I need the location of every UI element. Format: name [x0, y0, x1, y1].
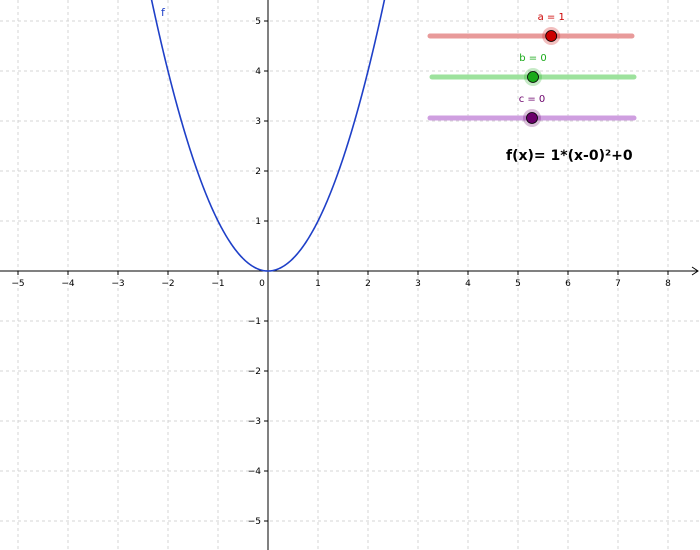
sliders[interactable]: a = 1 b = 0 c = 0 — [427, 12, 637, 127]
slider-label: c = 0 — [519, 94, 546, 105]
slider-knob[interactable] — [527, 71, 539, 83]
slider-c[interactable]: c = 0 — [427, 94, 637, 127]
slider-label: b = 0 — [519, 53, 546, 64]
y-tick-label: 2 — [255, 167, 261, 177]
x-tick-label: 5 — [515, 279, 521, 289]
function-label[interactable]: f — [161, 6, 166, 19]
slider-label: a = 1 — [538, 12, 565, 23]
x-tick-label: −4 — [61, 279, 75, 289]
x-tick-label: 4 — [465, 279, 471, 289]
slider-knob[interactable] — [526, 112, 538, 124]
y-tick-label: −2 — [248, 367, 261, 377]
slider-knob[interactable] — [545, 30, 558, 42]
y-tick-label: −4 — [248, 467, 262, 477]
x-axis-arrow-icon — [691, 266, 699, 276]
y-tick-label: −5 — [248, 517, 261, 527]
y-tick-label: −1 — [248, 317, 261, 327]
function-curve-f[interactable] — [142, 0, 394, 272]
y-tick-label: 4 — [255, 67, 261, 77]
formula-text[interactable]: f(x)= 1*(x-0)²+0 — [506, 148, 633, 164]
x-tick-label: −1 — [211, 279, 224, 289]
x-tick-label: 2 — [365, 279, 371, 289]
y-tick-label: 1 — [255, 217, 261, 227]
x-tick-label: −2 — [161, 279, 174, 289]
x-tick-label: 3 — [415, 279, 421, 289]
y-tick-label: 3 — [255, 117, 261, 127]
slider-a[interactable]: a = 1 — [427, 12, 635, 45]
x-tick-label: −5 — [11, 279, 24, 289]
x-tick-label: 0 — [259, 279, 265, 289]
x-tick-label: 7 — [615, 279, 621, 289]
y-tick-label: −3 — [248, 417, 261, 427]
x-tick-label: 8 — [665, 279, 671, 289]
x-tick-label: 6 — [565, 279, 571, 289]
tick-labels: −5 −4 −3 −2 −1 0 1 2 3 4 5 6 7 8 −5 −4 −3 −2 −1 1 2 3 4 5 — [11, 17, 671, 527]
x-tick-label: 1 — [315, 279, 321, 289]
slider-b[interactable]: b = 0 — [429, 53, 637, 86]
x-tick-label: −3 — [111, 279, 124, 289]
function-graph[interactable]: f — [142, 0, 394, 272]
y-tick-label: 5 — [255, 17, 261, 27]
